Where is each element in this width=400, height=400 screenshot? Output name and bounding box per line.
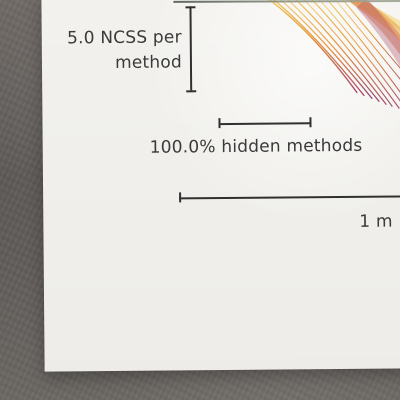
long-scale-bar	[179, 195, 400, 199]
one-m-label: 1 m	[359, 211, 393, 232]
top-horizontal-line	[173, 0, 400, 3]
ncss-scale-bar-bottom-cap	[186, 90, 197, 92]
hidden-methods-scale-bar-left-cap	[218, 118, 221, 129]
streak-fan	[260, 0, 400, 111]
long-scale-bar-left-cap	[179, 192, 181, 203]
ncss-label-line-1: 5.0 NCSS per	[66, 27, 182, 49]
hidden-methods-label: 100.0% hidden methods	[149, 135, 363, 158]
hidden-methods-scale-bar	[218, 122, 311, 125]
ncss-scale-bar-top-cap	[185, 6, 196, 8]
ncss-label-line-2: method	[115, 52, 183, 73]
printed-page: 5.0 NCSS per method 100.0% hidden method…	[41, 0, 400, 372]
ncss-scale-bar	[189, 6, 192, 91]
hidden-methods-scale-bar-right-cap	[309, 117, 312, 128]
